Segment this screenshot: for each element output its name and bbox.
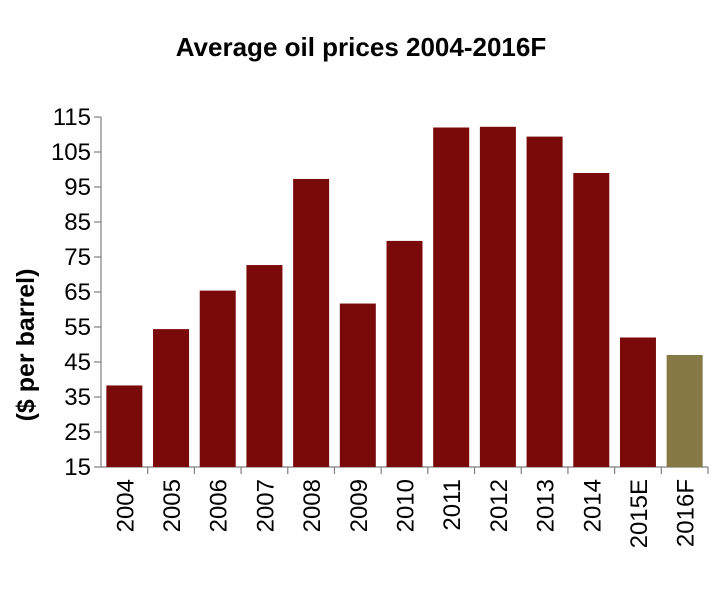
bar-2007 <box>246 265 283 467</box>
bar-2004 <box>106 385 143 467</box>
x-axis: 2004 2005 2006 2007 2008 2009 2010 2011 2012 2013… <box>101 466 709 548</box>
y-tick-label: 95 <box>64 174 91 201</box>
y-tick-label: 55 <box>64 314 91 341</box>
y-tick-label: 45 <box>64 349 91 376</box>
y-tick-label: 65 <box>64 279 91 306</box>
x-tick-label: 2005 <box>159 479 186 532</box>
x-tick-label: 2006 <box>206 479 233 532</box>
bar-2014 <box>573 173 610 467</box>
x-tick-label: 2011 <box>439 479 466 531</box>
x-tick-label: 2008 <box>299 479 326 532</box>
x-tick-label: 2012 <box>486 479 513 532</box>
y-tick-label: 15 <box>64 454 91 481</box>
y-tick-label: 75 <box>64 244 91 271</box>
bar-2013 <box>526 136 563 467</box>
bar-2012 <box>479 126 516 468</box>
bar-2009 <box>339 303 376 467</box>
bar-2010 <box>386 240 423 467</box>
y-axis-title: ($ per barrel) <box>12 269 40 422</box>
x-tick-label: 2013 <box>533 479 560 532</box>
y-tick-label: 105 <box>51 139 91 166</box>
chart-title: Average oil prices 2004-2016F <box>176 32 546 62</box>
bar-2016F <box>666 355 703 467</box>
y-tick-label: 85 <box>64 209 91 236</box>
bar-2015E <box>619 337 656 467</box>
bar-2008 <box>293 178 330 467</box>
x-tick-label: 2004 <box>112 479 139 532</box>
x-tick-label: 2010 <box>393 479 420 532</box>
y-tick-label: 25 <box>64 419 91 446</box>
x-tick-label: 2016F <box>673 479 700 547</box>
bar-2005 <box>153 329 190 467</box>
x-tick-label: 2014 <box>579 479 606 532</box>
bars <box>106 126 703 468</box>
y-tick-label: 35 <box>64 384 91 411</box>
x-tick-label: 2007 <box>252 479 279 532</box>
bar-2006 <box>199 290 236 467</box>
y-tick-label: 115 <box>53 104 91 131</box>
x-tick-label: 2015E <box>626 479 653 548</box>
x-tick-label: 2009 <box>346 479 373 532</box>
bar-2011 <box>433 127 470 467</box>
y-axis: 15 25 35 45 55 65 75 85 95 105 115 <box>51 104 102 481</box>
